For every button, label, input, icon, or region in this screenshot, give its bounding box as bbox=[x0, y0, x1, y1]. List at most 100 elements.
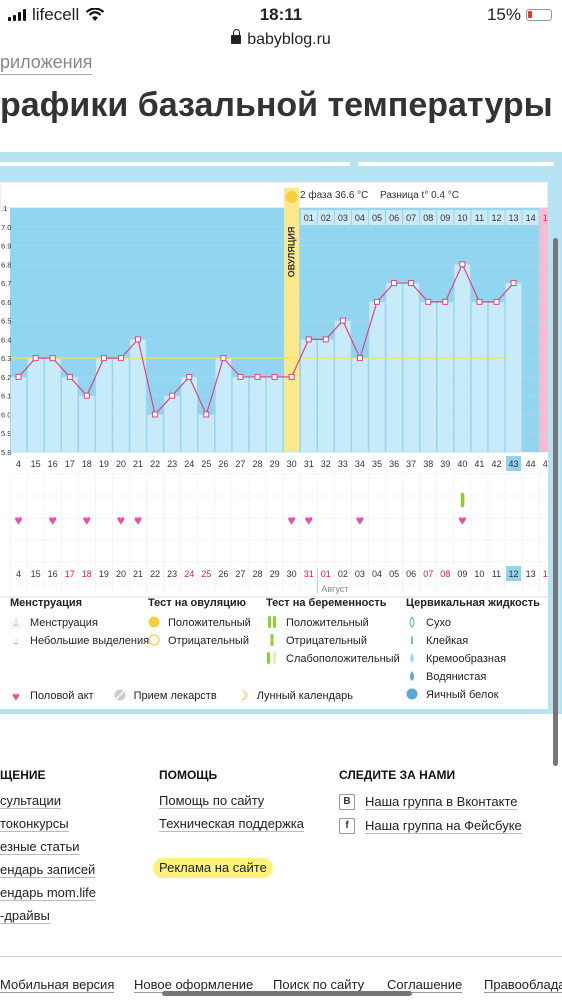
positive-circle-icon bbox=[148, 616, 160, 631]
footer-link-ads[interactable]: Реклама на сайте bbox=[153, 858, 273, 878]
footer-link-support[interactable]: Техническая поддержка bbox=[159, 816, 304, 832]
battery-percent: 15% bbox=[486, 5, 521, 24]
heart-marker: ♥ bbox=[83, 512, 91, 528]
legend-item: Сухо bbox=[426, 617, 451, 629]
calendar-date: 4 bbox=[16, 569, 21, 579]
breadcrumb[interactable]: риложения bbox=[0, 52, 93, 75]
calendar-date: 25 bbox=[201, 569, 211, 579]
calendar-date: 27 bbox=[235, 569, 245, 579]
temp-axis-label: 6.9 bbox=[1, 242, 11, 251]
phase2-day-cell bbox=[300, 210, 317, 225]
footer-link[interactable]: ендарь записей bbox=[0, 862, 96, 878]
legend-item: Лунный календарь bbox=[256, 690, 353, 702]
phase2-day-number: 13 bbox=[509, 213, 519, 223]
phase2-day-number: 15 bbox=[543, 213, 548, 223]
footer-link[interactable]: -драйвы bbox=[0, 908, 50, 924]
cycle-day-label: 34 bbox=[355, 459, 365, 469]
temp-difference-label: Разница t° 0.4 °C bbox=[380, 190, 459, 201]
carrier: lifecell bbox=[8, 5, 105, 25]
calendar-date: 13 bbox=[526, 569, 536, 579]
chart-scrollbar[interactable] bbox=[0, 158, 562, 172]
footer-link[interactable]: сультации bbox=[0, 793, 62, 809]
calendar-date: 16 bbox=[48, 569, 58, 579]
phase2-day-number: 02 bbox=[321, 213, 331, 223]
ovulation-column bbox=[284, 188, 300, 452]
bottom-nav: Мобильная версия Новое оформление Поиск … bbox=[0, 978, 562, 1000]
vertical-scrollbar[interactable] bbox=[553, 238, 558, 766]
chart-header bbox=[0, 182, 548, 209]
temp-axis-label: 6.8 bbox=[1, 260, 11, 269]
temperature-point bbox=[186, 373, 193, 380]
nav-agreement[interactable]: Соглашение bbox=[387, 977, 463, 993]
footer-link-vk[interactable]: Наша группа в Вконтакте bbox=[365, 793, 518, 810]
calendar-date: 10 bbox=[474, 569, 484, 579]
horizontal-scrollbar[interactable] bbox=[162, 991, 412, 996]
phase2-day-cell bbox=[317, 210, 334, 225]
footer-community: ЩЕНИЕ сультации токонкурсы езные статьи … bbox=[0, 768, 96, 932]
legend-pregnancy-test: Тест на беременность Положительный Отриц… bbox=[266, 597, 400, 668]
temp-bar bbox=[112, 357, 130, 453]
footer-link-help[interactable]: Помощь по сайту bbox=[159, 793, 265, 809]
cycle-day-label: 27 bbox=[235, 459, 245, 469]
bbt-chart: 01 02 03 04 05 06 07 08 09 10 11 12 13 14 15 .1 7.0 6.9 6.… bbox=[0, 182, 548, 709]
phase2-day-number: 10 bbox=[457, 213, 467, 223]
calendar-date: 18 bbox=[82, 569, 92, 579]
temp-axis-label: 6.5 bbox=[1, 317, 11, 326]
calendar-date: 12 bbox=[509, 569, 519, 579]
cycle-day-label: 40 bbox=[457, 459, 467, 469]
calendar-date: 03 bbox=[355, 569, 365, 579]
cycle-day-label: 38 bbox=[423, 459, 433, 469]
calendar-date: 15 bbox=[31, 569, 41, 579]
cycle-day-label: 31 bbox=[304, 459, 314, 469]
legend-item: Слабоположительный bbox=[286, 653, 400, 665]
temperature-point bbox=[510, 280, 517, 287]
heart-marker: ♥ bbox=[49, 512, 57, 528]
temp-axis-label: 7.0 bbox=[1, 223, 11, 232]
temperature-point bbox=[374, 298, 381, 305]
footer-link[interactable]: токонкурсы bbox=[0, 816, 69, 832]
heart-marker: ♥ bbox=[117, 512, 125, 528]
temperature-point bbox=[32, 355, 39, 362]
calendar-date: 06 bbox=[406, 569, 416, 579]
moon-icon: ☽ bbox=[236, 688, 249, 703]
temp-bar bbox=[44, 357, 61, 453]
temperature-point bbox=[49, 355, 56, 362]
temperature-point bbox=[493, 298, 500, 305]
vk-icon: B bbox=[339, 794, 355, 810]
cycle-day-label: 15 bbox=[31, 459, 41, 469]
legend-other: ♥ Половой акт Прием лекарств ☽ Лунный кале… bbox=[10, 687, 353, 705]
cycle-day-label: 19 bbox=[99, 459, 109, 469]
ovulation-label: ОВУЛЯЦИЯ bbox=[287, 227, 297, 278]
footer-link[interactable]: езные статьи bbox=[0, 839, 80, 855]
phase2-day-cell bbox=[420, 210, 437, 225]
phase2-day-cell bbox=[437, 210, 454, 225]
temperature-point bbox=[66, 373, 73, 380]
temperature-point bbox=[220, 355, 227, 362]
test-negative-icon bbox=[266, 633, 278, 650]
nav-mobile-version[interactable]: Мобильная версия bbox=[0, 977, 115, 993]
temp-bar bbox=[61, 376, 79, 453]
phase2-day-cell bbox=[334, 210, 351, 225]
legend-item: Небольшие выделения bbox=[30, 635, 150, 647]
footer-heading: ПОМОЩЬ bbox=[159, 768, 218, 782]
phase2-day-cell bbox=[386, 210, 403, 225]
today-cell bbox=[506, 566, 522, 581]
small-drop-icon: 💧︎ bbox=[14, 635, 18, 646]
footer-link[interactable]: ендарь mom.life bbox=[0, 885, 96, 901]
temp-bar bbox=[215, 357, 232, 453]
temp-axis-label: 5.8 bbox=[1, 448, 11, 457]
phase2-day-number: 11 bbox=[475, 213, 484, 223]
footer-heading: СЛЕДИТЕ ЗА НАМИ bbox=[339, 768, 456, 782]
temp-bar bbox=[437, 301, 454, 453]
temperature-point bbox=[476, 298, 483, 305]
temperature-point bbox=[459, 261, 466, 268]
test-weak-icon bbox=[266, 651, 278, 668]
temp-bar bbox=[385, 282, 403, 453]
footer-link-facebook[interactable]: Наша группа на Фейсбуке bbox=[365, 817, 522, 834]
temp-axis-label: 5.9 bbox=[1, 429, 11, 438]
temperature-point bbox=[425, 298, 432, 305]
temperature-point bbox=[83, 392, 90, 399]
nav-copyright[interactable]: Правообладат bbox=[484, 978, 562, 993]
footer-divider bbox=[0, 956, 562, 957]
address-bar[interactable]: babyblog.ru bbox=[0, 29, 562, 49]
